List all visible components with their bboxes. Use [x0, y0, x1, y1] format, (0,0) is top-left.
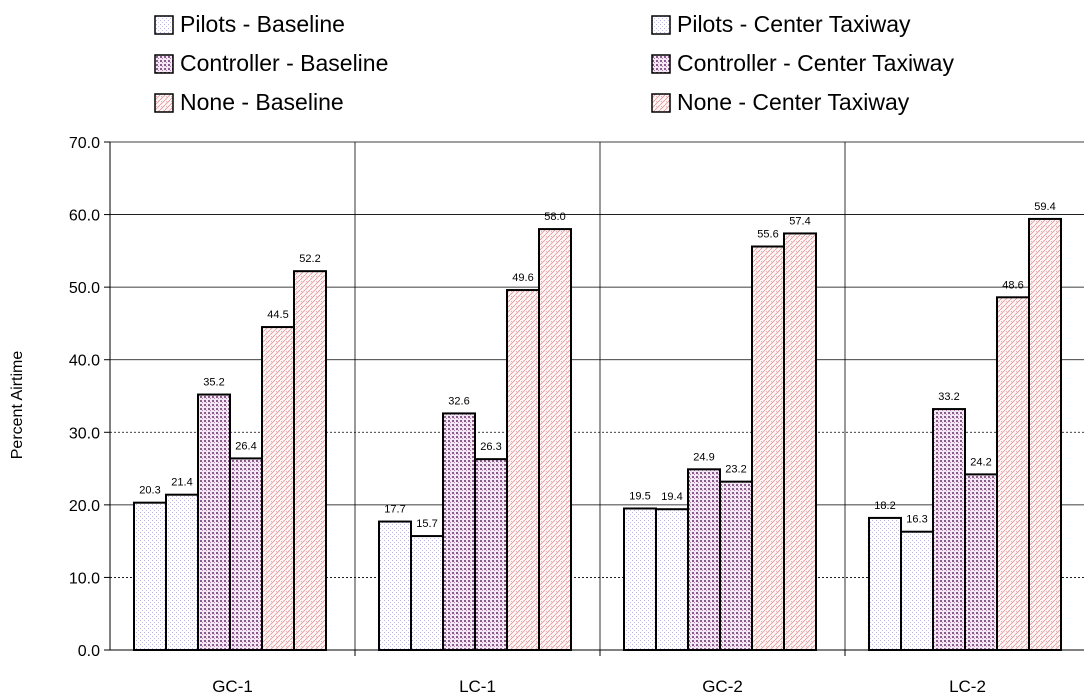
data-label: 18.2 [874, 500, 895, 512]
data-label: 19.5 [629, 490, 650, 502]
y-tick-label: 50.0 [69, 280, 100, 297]
data-label: 26.4 [235, 440, 256, 452]
bar [506, 289, 540, 651]
bar [165, 493, 199, 651]
y-tick-label: 20.0 [69, 498, 100, 515]
bar [410, 535, 444, 652]
data-label: 20.3 [139, 485, 160, 497]
bar [229, 457, 263, 652]
bar [996, 296, 1030, 651]
data-label: 26.3 [480, 441, 501, 453]
bar [719, 480, 753, 651]
legend-swatch [154, 15, 174, 35]
bar [623, 507, 657, 651]
x-tick-label: GC-1 [212, 677, 253, 696]
data-label: 58.0 [544, 211, 565, 223]
data-label: 35.2 [203, 377, 224, 389]
legend-swatch [651, 15, 671, 35]
legend-swatch [651, 93, 671, 113]
bar [783, 232, 817, 651]
y-tick-label: 70.0 [69, 135, 100, 152]
bar [1028, 217, 1062, 651]
data-label: 15.7 [416, 518, 437, 530]
y-tick-label: 10.0 [69, 570, 100, 587]
bar [900, 530, 934, 651]
bar [378, 520, 412, 652]
legend-label: Controller - Baseline [180, 50, 388, 76]
data-label: 55.6 [757, 229, 778, 241]
x-tick-label: LC-1 [459, 677, 496, 696]
bar [474, 458, 508, 651]
bar [751, 245, 785, 651]
data-label: 48.6 [1002, 279, 1023, 291]
bar [197, 393, 231, 652]
data-label: 33.2 [938, 391, 959, 403]
x-tick-label: LC-2 [949, 677, 986, 696]
data-labels: 20.3 21.4 35.2 26.4 44.5 52.2 17.7 15.7 32.6 26.3… [139, 201, 1055, 530]
legend-label: Pilots - Center Taxiway [677, 11, 911, 37]
data-label: 16.3 [906, 514, 927, 526]
bar [964, 473, 998, 651]
y-tick-label: 40.0 [69, 353, 100, 370]
data-label: 44.5 [267, 309, 288, 321]
bar [868, 516, 902, 651]
bar [261, 326, 295, 651]
y-tick-label: 30.0 [69, 425, 100, 442]
data-label: 23.2 [725, 464, 746, 476]
bar [687, 468, 721, 651]
data-label: 24.2 [970, 456, 991, 468]
axes: 0.0 10.0 20.0 30.0 40.0 50.0 60.0 70.0 GC-1 LC-1 G… [69, 135, 1084, 696]
data-label: 21.4 [171, 477, 192, 489]
data-label: 49.6 [512, 272, 533, 284]
legend-label: Pilots - Baseline [180, 11, 345, 37]
bar [293, 270, 327, 651]
legend-swatch [154, 54, 174, 74]
legend-label: Controller - Center Taxiway [677, 50, 954, 76]
x-tick-label: GC-2 [702, 677, 743, 696]
legend-label: None - Baseline [180, 89, 344, 115]
legend-label: None - Center Taxiway [677, 89, 910, 115]
data-label: 59.4 [1034, 201, 1055, 213]
data-label: 52.2 [299, 253, 320, 265]
y-tick-label: 0.0 [78, 643, 100, 660]
bars [133, 217, 1062, 652]
bar [655, 508, 689, 651]
y-axis-title: Percent Airtime [9, 351, 26, 460]
bar [133, 501, 167, 651]
data-label: 32.6 [448, 395, 469, 407]
data-label: 17.7 [384, 504, 405, 516]
bar [538, 228, 572, 651]
data-label: 19.4 [661, 491, 682, 503]
bar [932, 408, 966, 652]
data-label: 57.4 [789, 215, 810, 227]
legend: Pilots - Baseline Pilots - Center Taxiway… [154, 11, 954, 115]
legend-swatch [651, 54, 671, 74]
bar [442, 412, 476, 651]
data-label: 24.9 [693, 451, 714, 463]
y-tick-label: 60.0 [69, 208, 100, 225]
legend-swatch [154, 93, 174, 113]
